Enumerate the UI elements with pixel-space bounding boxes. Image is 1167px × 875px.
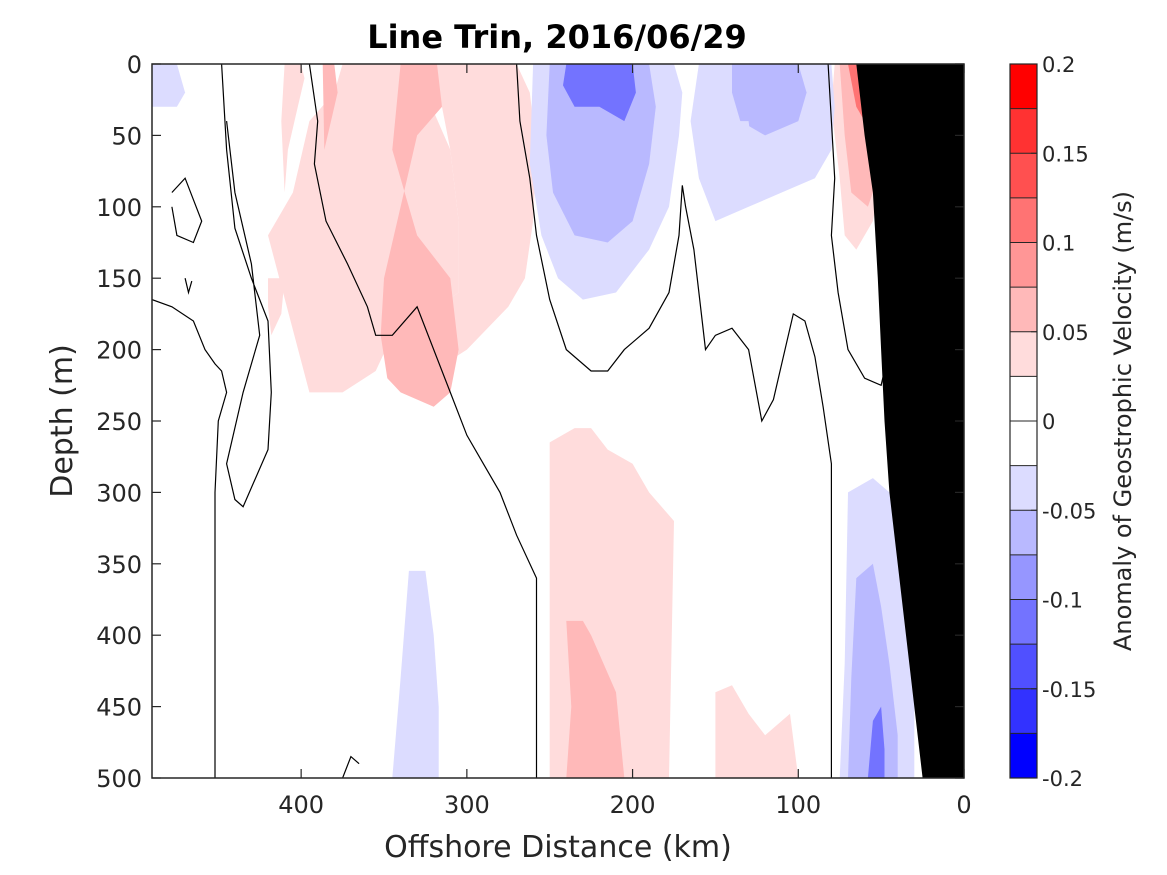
y-axis-label: Depth (m) [45,344,80,498]
x-tick-label: 0 [956,791,971,819]
contour-region-negative-21 [867,706,885,778]
y-tick-label: 350 [96,551,142,579]
contour-region-negative-12 [152,64,186,107]
x-axis: 400 300 200 100 0 [278,64,972,819]
colorbar-tick-label: 0.15 [1042,142,1089,166]
colorbar-swatch [1010,510,1037,556]
zero-contour-lines [152,64,915,778]
colorbar-label: Anomaly of Geostrophic Velocity (m/s) [1109,191,1137,651]
y-tick-label: 500 [96,765,142,793]
y-tick-label: 0 [127,51,142,79]
colorbar-tick-label: -0.2 [1042,767,1083,791]
colorbar-tick-label: 0.1 [1042,232,1075,256]
y-tick-label: 100 [96,194,142,222]
y-tick-label: 400 [96,622,142,650]
land-mask [856,64,964,778]
x-axis-label: Offshore Distance (km) [384,830,732,865]
contour-region-positive-3 [380,64,459,407]
y-tick-label: 200 [96,337,142,365]
contour-region-negative-18 [728,121,752,179]
y-tick-label: 250 [96,408,142,436]
colorbar-swatch [1010,331,1037,377]
contour-region-negative-15 [563,64,636,122]
zero-contour-2 [516,64,832,778]
y-tick-label: 300 [96,479,142,507]
contour-region-positive-0 [281,64,305,193]
colorbar-tick-label: -0.15 [1042,678,1096,702]
colorbar-swatch [1010,733,1037,779]
colorbar-swatch [1010,197,1037,243]
colorbar-swatch [1010,554,1037,600]
colorbar: 0.2 0.15 0.1 0.05 0 -0.05 -0.1 -0.15 -0.2 [1009,53,1096,791]
colorbar-tick-label: 0.2 [1042,53,1075,77]
y-tick-label: 50 [111,122,142,150]
chart-title: Line Trin, 2016/06/29 [367,18,747,56]
colorbar-swatch [1010,153,1037,199]
colorbar-tick-label: 0.05 [1042,321,1089,345]
colorbar-tick-label: -0.1 [1042,589,1083,613]
y-axis: 0 50 100 150 200 250 300 350 400 450 500 [96,51,964,793]
contour-region-negative-22 [392,570,439,778]
colorbar-swatch [1010,242,1037,288]
zero-contour-0 [221,64,272,508]
zero-contour-4 [152,299,228,778]
colorbar-swatch [1010,688,1037,734]
colorbar-swatch [1010,376,1037,422]
zero-contour-5 [171,177,203,244]
zero-contour-6 [184,278,193,295]
x-tick-label: 400 [278,791,324,819]
land-polygon [856,64,964,778]
contour-region-positive-11 [715,685,799,778]
contour-region-negative-17 [732,64,807,136]
x-tick-label: 300 [444,791,490,819]
contour-region-negative-20 [848,563,898,778]
colorbar-swatch [1010,421,1037,467]
zero-contour-7 [342,755,360,778]
contour-region-positive-10 [566,620,625,778]
x-tick-label: 200 [610,791,656,819]
contour-region-positive-5 [268,278,285,336]
colorbar-tick-label: 0 [1042,410,1055,434]
contour-region-positive-2 [392,64,537,371]
colorbar-swatch [1010,644,1037,690]
y-tick-label: 150 [96,265,142,293]
contour-region-positive-4 [322,64,338,150]
colorbar-swatch [1010,108,1037,154]
colorbar-swatch [1010,599,1037,645]
colorbar-tick-label: -0.05 [1042,499,1096,523]
colorbar-swatch [1010,465,1037,511]
colorbar-swatch [1010,64,1037,110]
x-tick-label: 100 [775,791,821,819]
zero-contour-1 [308,64,538,778]
colorbar-swatch [1010,287,1037,333]
y-tick-label: 450 [96,694,142,722]
